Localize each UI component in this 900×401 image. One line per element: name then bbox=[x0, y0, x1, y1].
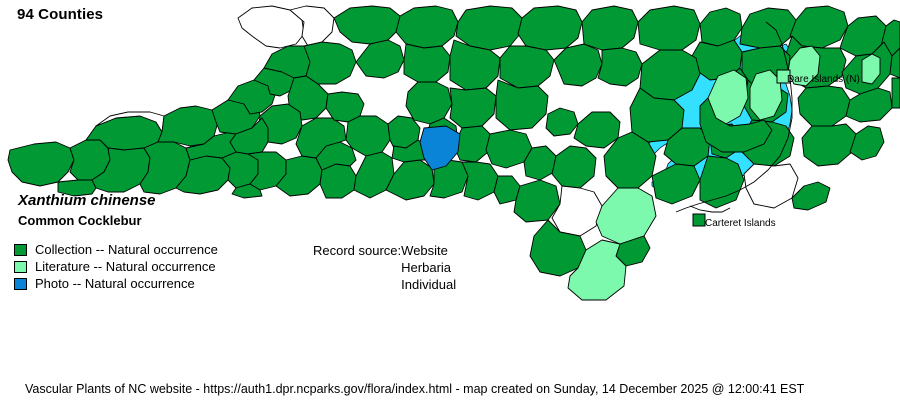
legend-label-collection: Collection -- Natural occurrence bbox=[35, 242, 218, 257]
record-source-label: Record source: bbox=[313, 243, 402, 258]
county-dare-island-b[interactable] bbox=[749, 69, 783, 121]
county-rockingham[interactable] bbox=[455, 5, 523, 51]
common-name: Common Cocklebur bbox=[18, 213, 142, 228]
county-carteret[interactable] bbox=[791, 181, 831, 211]
dare-islands-label: Dare Islands (N) bbox=[787, 74, 860, 85]
county-catawba[interactable] bbox=[295, 117, 347, 159]
coastline-layer bbox=[675, 21, 793, 213]
county-sampson[interactable] bbox=[603, 131, 657, 189]
county-randolph[interactable] bbox=[449, 87, 497, 129]
county-ashe[interactable] bbox=[237, 5, 305, 49]
county-polk[interactable] bbox=[231, 183, 263, 199]
county-photo-record[interactable] bbox=[419, 125, 461, 171]
county-alamance[interactable] bbox=[499, 45, 555, 89]
cape-lookout-outline bbox=[689, 205, 731, 213]
literature-swatch bbox=[14, 261, 27, 273]
record-source-values: Website Herbaria Individual bbox=[401, 242, 456, 293]
county-duplin[interactable] bbox=[651, 163, 701, 205]
species-name-block: Xanthium chinense Common Cocklebur bbox=[18, 192, 156, 229]
county-chowan[interactable] bbox=[889, 47, 900, 79]
county-onslow[interactable] bbox=[699, 155, 745, 209]
county-caswell[interactable] bbox=[517, 5, 583, 51]
record-source-value-herbaria: Herbaria bbox=[401, 260, 452, 275]
county-caldwell[interactable] bbox=[287, 75, 329, 121]
county-pender[interactable] bbox=[595, 187, 657, 245]
county-harnett[interactable] bbox=[573, 111, 621, 149]
county-davidson[interactable] bbox=[405, 81, 453, 125]
county-lee[interactable] bbox=[545, 107, 579, 137]
county-yadkin[interactable] bbox=[355, 39, 405, 79]
dare-islands-marker[interactable] bbox=[776, 69, 791, 84]
county-person[interactable] bbox=[581, 5, 639, 51]
county-beaufort[interactable] bbox=[801, 123, 857, 167]
county-surry[interactable] bbox=[333, 5, 401, 45]
county-wilkes[interactable] bbox=[303, 41, 357, 85]
county-durham[interactable] bbox=[597, 47, 643, 87]
legend-label-literature: Literature -- Natural occurrence bbox=[35, 259, 216, 274]
county-cherokee[interactable] bbox=[7, 141, 75, 187]
record-source-value-website: Website bbox=[401, 243, 448, 258]
county-granville[interactable] bbox=[637, 5, 701, 51]
county-columbus[interactable] bbox=[529, 219, 587, 277]
county-mitchell[interactable] bbox=[227, 79, 277, 115]
outer-banks-outline bbox=[675, 21, 793, 213]
legend-label-photo: Photo -- Natural occurrence bbox=[35, 276, 195, 291]
county-craven[interactable] bbox=[743, 163, 799, 209]
county-bladen[interactable] bbox=[551, 185, 603, 237]
carteret-islands-label: Carteret Islands bbox=[705, 218, 776, 229]
photo-swatch bbox=[14, 278, 27, 290]
county-haywood[interactable] bbox=[157, 105, 219, 147]
map-legend: Collection -- Natural occurrence Literat… bbox=[14, 242, 218, 293]
carteret-islands-marker[interactable] bbox=[692, 213, 706, 227]
county-tyrrell-dark[interactable] bbox=[699, 97, 773, 153]
county-washington[interactable] bbox=[845, 87, 893, 123]
footer-credit: Vascular Plants of NC website - https://… bbox=[25, 382, 805, 396]
county-hyde[interactable] bbox=[849, 125, 885, 161]
county-stokes[interactable] bbox=[395, 5, 459, 49]
county-warren[interactable] bbox=[739, 7, 797, 49]
county-mcdowell[interactable] bbox=[229, 117, 269, 155]
county-guilford[interactable] bbox=[449, 39, 501, 91]
county-forsyth[interactable] bbox=[403, 43, 451, 83]
county-chatham[interactable] bbox=[495, 79, 549, 131]
county-richmond[interactable] bbox=[461, 161, 499, 201]
legend-item-photo: Photo -- Natural occurrence bbox=[14, 276, 218, 292]
county-count-title: 94 Counties bbox=[17, 6, 104, 23]
legend-item-collection: Collection -- Natural occurrence bbox=[14, 242, 218, 258]
scientific-name: Xanthium chinense bbox=[18, 192, 156, 209]
collection-swatch bbox=[14, 244, 27, 256]
record-source-value-individual: Individual bbox=[401, 277, 457, 292]
county-clay[interactable] bbox=[57, 179, 97, 197]
county-martin[interactable] bbox=[797, 85, 851, 127]
county-cumberland[interactable] bbox=[551, 145, 597, 189]
county-orange[interactable] bbox=[553, 43, 603, 87]
county-montgomery[interactable] bbox=[453, 125, 491, 163]
legend-item-literature: Literature -- Natural occurrence bbox=[14, 259, 218, 275]
county-northampton[interactable] bbox=[789, 5, 849, 49]
county-alleghany[interactable] bbox=[289, 5, 335, 47]
county-perquimans[interactable] bbox=[861, 53, 881, 85]
record-source-block: Record source: Website Herbaria Individu… bbox=[313, 242, 456, 293]
county-camden-pasq[interactable] bbox=[891, 77, 900, 109]
county-brunswick[interactable] bbox=[567, 239, 627, 301]
county-gaston[interactable] bbox=[319, 163, 357, 199]
